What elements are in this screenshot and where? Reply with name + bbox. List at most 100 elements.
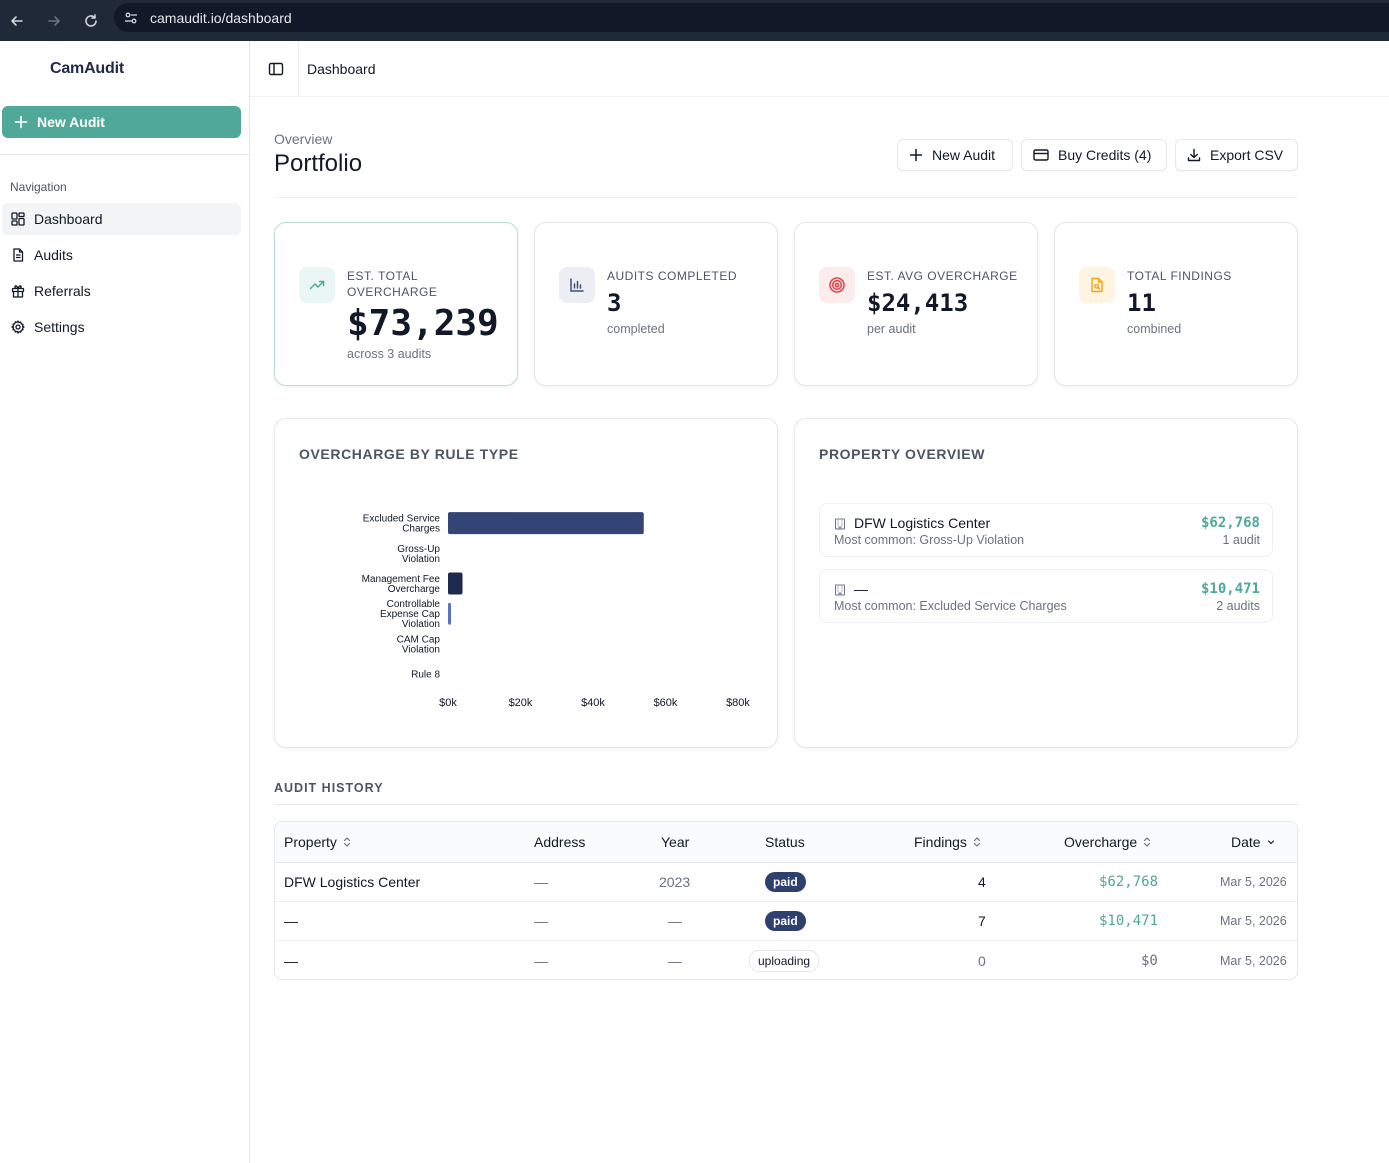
cell-findings: 7 <box>978 913 986 929</box>
cell-property: — <box>284 952 298 969</box>
sidebar-item-label: Dashboard <box>34 211 103 227</box>
sidebar-new-audit-button[interactable]: New Audit <box>2 106 241 138</box>
forward-icon[interactable] <box>44 11 64 31</box>
x-tick-label: $40k <box>581 697 605 709</box>
stat-label: AUDITS COMPLETED <box>607 269 738 283</box>
dashboard-grid-icon <box>10 211 26 227</box>
category-label: Charges <box>402 524 440 535</box>
category-label: Overcharge <box>388 584 441 595</box>
export-csv-button[interactable]: Export CSV <box>1175 139 1298 171</box>
stat-label: TOTAL FINDINGS <box>1127 269 1232 283</box>
document-icon <box>10 247 26 263</box>
trending-up-icon <box>299 267 335 303</box>
export-csv-label: Export CSV <box>1210 147 1284 163</box>
gift-icon <box>10 283 26 299</box>
property-audit-count: 1 audit <box>1222 533 1260 547</box>
download-icon <box>1187 148 1201 162</box>
column-header-address: Address <box>534 834 586 850</box>
back-icon[interactable] <box>7 11 27 31</box>
sidebar-toggle-icon[interactable] <box>268 61 284 77</box>
stat-subtext: combined <box>1127 322 1182 336</box>
new-audit-label: New Audit <box>932 147 996 163</box>
header-divider <box>274 197 1298 198</box>
gear-icon <box>10 319 26 335</box>
column-header-findings[interactable]: Findings <box>914 822 981 862</box>
sidebar-item-dashboard[interactable]: Dashboard <box>2 203 241 235</box>
stat-value: $73,239 <box>347 303 499 344</box>
cell-status: paid <box>765 863 806 901</box>
stat-value: 3 <box>607 289 622 317</box>
property-common-rule: Most common: Excluded Service Charges <box>834 599 1067 613</box>
brand-logo[interactable]: CamAudit <box>50 60 124 77</box>
category-label: Gross-Up <box>397 544 440 555</box>
category-label: Expense Cap <box>380 609 440 620</box>
new-audit-button[interactable]: New Audit <box>897 139 1013 171</box>
audit-history-table: Property Address Year Status Findings Ov… <box>274 821 1298 980</box>
nav-heading: Navigation <box>10 180 67 194</box>
stat-subtext: per audit <box>867 322 916 336</box>
status-badge: paid <box>765 872 806 892</box>
bar[interactable] <box>448 602 451 625</box>
sidebar-item-settings[interactable]: Settings <box>2 311 241 343</box>
overview-label: Overview <box>274 131 333 147</box>
sidebar-item-referrals[interactable]: Referrals <box>2 275 241 307</box>
column-header-label: Property <box>284 834 337 850</box>
category-label: Violation <box>402 644 440 655</box>
property-overcharge: $10,471 <box>1200 581 1260 597</box>
new-audit-label: New Audit <box>37 114 105 130</box>
sidebar-item-audits[interactable]: Audits <box>2 239 241 271</box>
chart-panel-title: OVERCHARGE BY RULE TYPE <box>299 446 519 462</box>
property-name: DFW Logistics Center <box>854 515 991 531</box>
cell-year: 2023 <box>659 874 691 890</box>
category-label: CAM Cap <box>397 634 441 645</box>
cell-property: DFW Logistics Center <box>284 874 421 890</box>
property-name: — <box>854 581 868 597</box>
property-row[interactable]: — Most common: Excluded Service Charges … <box>819 569 1273 623</box>
column-header-status: Status <box>765 834 805 850</box>
cell-overcharge: $0 <box>1141 952 1158 969</box>
sidebar-item-label: Referrals <box>34 283 91 299</box>
stat-label: EST. AVG OVERCHARGE <box>867 269 1018 283</box>
status-badge: paid <box>765 911 806 931</box>
target-icon <box>819 267 855 303</box>
bar[interactable] <box>448 572 463 595</box>
x-tick-label: $20k <box>509 697 533 709</box>
table-row[interactable]: — — — uploading 0 $0 Mar 5, 2026 <box>275 941 1297 979</box>
stat-subtext: across 3 audits <box>347 347 432 361</box>
chart-panel: OVERCHARGE BY RULE TYPE Excluded Service… <box>274 418 778 748</box>
sidebar-divider <box>0 154 249 155</box>
cell-year: — <box>668 913 682 929</box>
table-row[interactable]: DFW Logistics Center — 2023 paid 4 $62,7… <box>275 863 1297 902</box>
property-panel-title: PROPERTY OVERVIEW <box>819 446 986 462</box>
header-separator <box>298 41 299 97</box>
stat-card-total-findings: TOTAL FINDINGS 11 combined <box>1054 222 1298 386</box>
x-tick-label: $60k <box>654 697 678 709</box>
column-header-date[interactable]: Date <box>1231 822 1275 862</box>
sort-icon <box>1143 836 1151 848</box>
cell-findings: 4 <box>978 874 986 890</box>
stat-card-total-overcharge: EST. TOTAL OVERCHARGE $73,239 across 3 a… <box>274 222 518 386</box>
cell-date: Mar 5, 2026 <box>1220 875 1287 889</box>
buy-credits-button[interactable]: Buy Credits (4) <box>1021 139 1167 171</box>
address-bar[interactable]: camaudit.io/dashboard <box>114 3 1389 32</box>
cell-status: paid <box>765 902 806 940</box>
reload-icon[interactable] <box>81 11 101 31</box>
category-label: Excluded Service <box>363 514 441 525</box>
cell-property: — <box>284 913 298 929</box>
column-header-property[interactable]: Property <box>284 822 351 862</box>
bar[interactable] <box>448 512 644 535</box>
cell-address: — <box>534 874 548 890</box>
cell-date: Mar 5, 2026 <box>1220 914 1287 928</box>
building-icon <box>834 584 846 596</box>
property-audit-count: 2 audits <box>1216 599 1260 613</box>
stat-card-audits-completed: AUDITS COMPLETED 3 completed <box>534 222 778 386</box>
plus-icon <box>909 148 923 162</box>
category-label: Violation <box>402 554 440 565</box>
status-badge: uploading <box>749 949 820 972</box>
bar-chart-icon <box>559 267 595 303</box>
table-row[interactable]: — — — paid 7 $10,471 Mar 5, 2026 <box>275 902 1297 941</box>
property-row[interactable]: DFW Logistics Center Most common: Gross-… <box>819 503 1273 557</box>
site-settings-icon[interactable] <box>123 10 139 26</box>
column-header-overcharge[interactable]: Overcharge <box>1064 822 1151 862</box>
audit-history-divider <box>274 804 1298 805</box>
